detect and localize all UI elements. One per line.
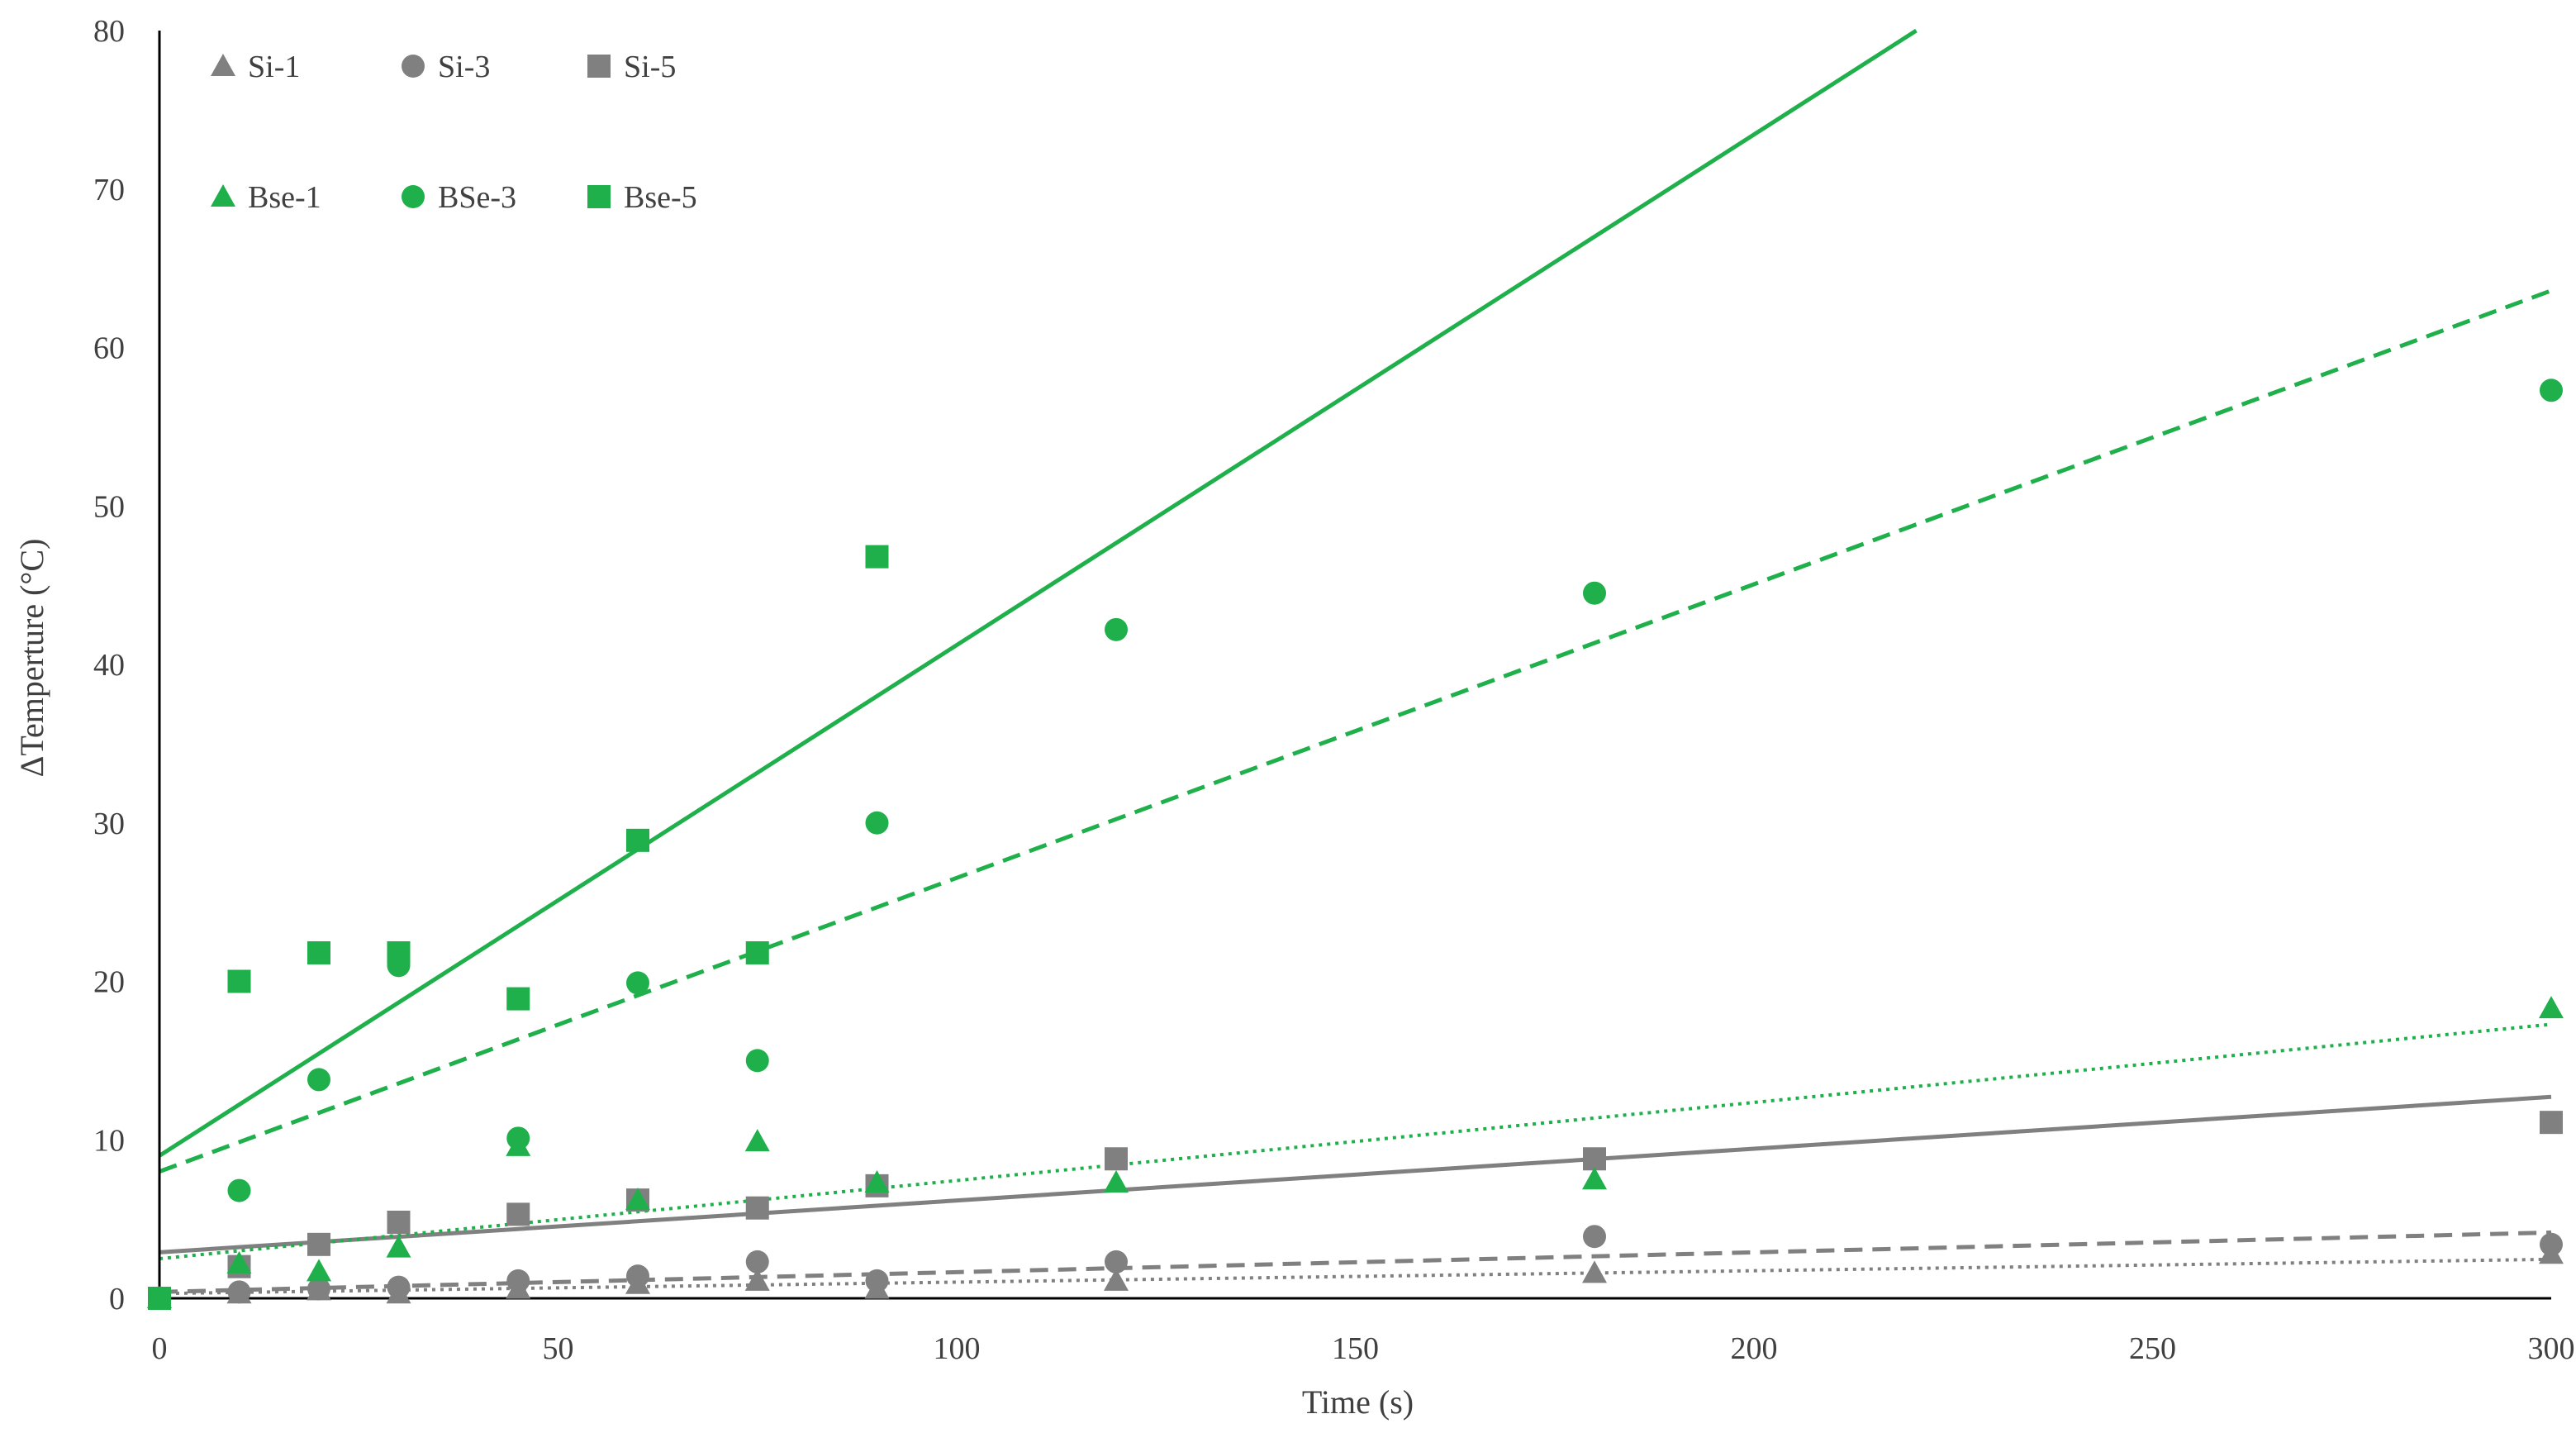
point-bse-1: [307, 1259, 331, 1282]
point-si-5: [745, 1196, 769, 1220]
point-bse-3: [1105, 617, 1128, 641]
point-si-1: [1582, 1260, 1607, 1283]
point-bse-1: [864, 1170, 890, 1193]
legend-marker: [211, 54, 235, 76]
legend-marker: [402, 185, 425, 208]
legend-label: Bse-5: [624, 180, 697, 215]
y-tick-label: 30: [93, 807, 125, 841]
legend-entry: Si-1: [211, 50, 300, 84]
x-tick-label: 150: [1332, 1331, 1379, 1366]
point-si-3: [2540, 1232, 2563, 1256]
trendline-si-5: [159, 1094, 2552, 1254]
y-axis-title: ΔTemperture (°C): [13, 539, 50, 778]
point-si-3: [1105, 1250, 1128, 1274]
legend-entry: BSe-3: [402, 180, 516, 215]
trendlines: [158, 28, 2552, 1296]
point-bse-3: [745, 1049, 769, 1073]
point-si-5: [1583, 1147, 1606, 1171]
point-bse-1: [386, 1235, 411, 1258]
x-tick-label: 300: [2528, 1331, 2575, 1366]
axes: [158, 31, 2551, 1300]
legend-entry: Si-5: [587, 50, 676, 84]
point-bse-1: [1582, 1167, 1607, 1190]
y-tick-label: 50: [93, 489, 125, 524]
point-si-3: [307, 1277, 330, 1301]
legend-entry: Bse-5: [587, 180, 697, 215]
point-bse-1: [2539, 996, 2564, 1019]
x-axis-title: Time (s): [1302, 1383, 1414, 1421]
point-bse-3: [227, 1178, 251, 1202]
y-tick-label: 0: [109, 1282, 125, 1316]
legend: Si-1 Si-3 Si-5 Bse-1 BSe-3 Bse-5: [211, 50, 697, 215]
point-si-3: [227, 1280, 251, 1304]
point-si-5: [2540, 1111, 2563, 1135]
legend-label: Bse-1: [248, 180, 321, 215]
point-bse-5: [227, 969, 251, 993]
legend-marker: [587, 185, 611, 208]
y-tick-label: 80: [93, 14, 125, 49]
point-si-3: [387, 1275, 411, 1299]
tick-labels: 0 50 100 150 200 250 300 0 10 20 30 40 50 60 70 80: [93, 14, 2575, 1366]
legend-label: Si-5: [624, 50, 676, 84]
x-tick-label: 50: [543, 1331, 574, 1366]
point-bse-5: [506, 987, 530, 1011]
y-tick-label: 20: [93, 965, 125, 1000]
point-si-3: [745, 1250, 769, 1274]
point-bse-3: [865, 811, 889, 835]
legend-label: BSe-3: [438, 180, 516, 215]
legend-entry: Si-3: [402, 50, 490, 84]
point-bse-3: [506, 1126, 530, 1150]
point-si-3: [626, 1264, 649, 1288]
point-bse-5: [865, 545, 889, 569]
trendline-si-1: [159, 1257, 2552, 1296]
point-si-5: [387, 1210, 411, 1234]
trendline-bse-3: [159, 288, 2552, 1174]
y-tick-label: 10: [93, 1123, 125, 1158]
trendline-si-3: [159, 1230, 2552, 1294]
point-bse-5: [307, 940, 330, 964]
point-si-3: [865, 1269, 889, 1293]
point-si-1: [1104, 1268, 1129, 1291]
x-tick-label: 200: [1731, 1331, 1778, 1366]
point-bse-5: [148, 1287, 171, 1310]
trendline-bse-5: [158, 28, 1918, 1158]
y-tick-label: 70: [93, 173, 125, 207]
legend-entry: Bse-1: [211, 180, 321, 215]
point-si-5: [506, 1202, 530, 1226]
legend-label: Si-1: [248, 50, 300, 84]
point-bse-1: [226, 1250, 252, 1274]
y-tick-label: 40: [93, 648, 125, 683]
point-si-1: [744, 1268, 770, 1291]
legend-marker: [587, 55, 611, 78]
point-bse-5: [745, 940, 769, 964]
x-tick-label: 0: [152, 1331, 168, 1366]
legend-marker: [211, 184, 235, 207]
point-bse-1: [1104, 1170, 1129, 1193]
legend-marker: [402, 55, 425, 78]
point-si-5: [307, 1232, 330, 1256]
y-tick-label: 60: [93, 331, 125, 366]
point-bse-5: [387, 940, 411, 964]
point-si-3: [1583, 1225, 1606, 1249]
point-bse-3: [1583, 581, 1606, 605]
legend-label: Si-3: [438, 50, 490, 84]
point-si-5: [1105, 1147, 1128, 1171]
point-bse-3: [626, 971, 649, 995]
point-bse-3: [307, 1068, 330, 1092]
x-tick-label: 250: [2129, 1331, 2176, 1366]
point-bse-1: [744, 1129, 770, 1152]
point-bse-5: [626, 828, 649, 852]
point-bse-1: [625, 1188, 650, 1211]
x-tick-label: 100: [934, 1331, 981, 1366]
point-bse-3: [2540, 378, 2563, 402]
point-si-3: [506, 1269, 530, 1293]
data-points: [147, 378, 2564, 1310]
